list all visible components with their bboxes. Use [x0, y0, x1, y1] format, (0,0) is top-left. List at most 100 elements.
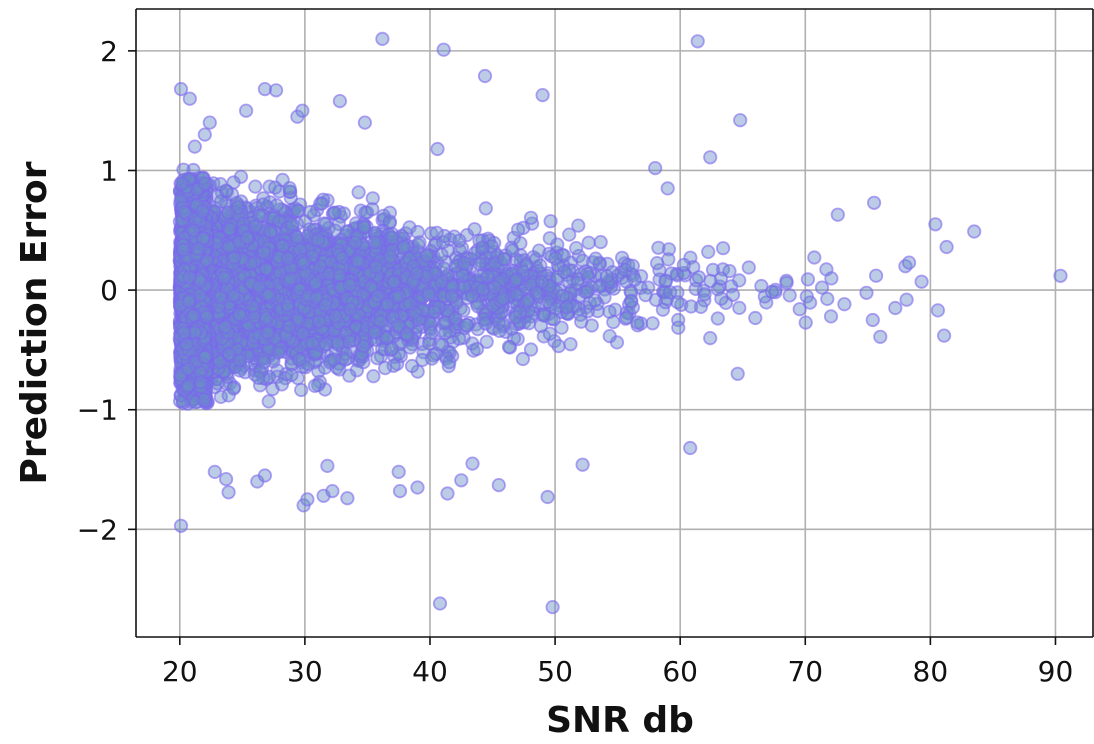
scatter-point: [367, 235, 382, 250]
scatter-point: [382, 214, 397, 229]
scatter-point: [575, 253, 590, 268]
scatter-point: [715, 241, 731, 256]
scatter-point: [703, 330, 718, 346]
scatter-point: [523, 342, 539, 357]
scatter-point: [434, 247, 449, 262]
scatter-point: [710, 311, 725, 326]
scatter-point: [782, 288, 797, 303]
scatter-point: [332, 362, 347, 377]
scatter-point: [741, 260, 756, 275]
scatter-point: [261, 394, 276, 409]
scatter-point: [501, 339, 517, 354]
scatter-point: [697, 287, 712, 302]
scatter-point: [339, 224, 354, 239]
scatter-point: [732, 300, 747, 315]
scatter-point: [683, 299, 699, 314]
scatter-point: [651, 240, 666, 255]
scatter-point: [671, 320, 686, 335]
scatter-point: [419, 248, 434, 263]
scatter-point: [868, 268, 884, 283]
scatter-point: [543, 214, 558, 229]
scatter-point: [691, 270, 707, 285]
scatter-point: [365, 202, 380, 217]
scatter-point: [555, 288, 571, 303]
scatter-point: [800, 272, 816, 287]
scatter-point: [318, 217, 333, 232]
scatter-point: [557, 264, 572, 280]
scatter-point: [492, 323, 507, 338]
scatter-point: [725, 287, 741, 302]
scatter-point: [581, 235, 596, 250]
scatter-point: [625, 258, 640, 273]
scatter-points: [172, 31, 1068, 615]
scatter-point: [318, 336, 334, 352]
scatter-point: [638, 287, 653, 303]
scatter-point: [658, 274, 673, 289]
scatter-point: [469, 341, 485, 357]
scatter-point: [823, 309, 839, 324]
scatter-point: [294, 382, 309, 398]
scatter-point: [290, 203, 305, 218]
scatter-point: [327, 205, 342, 220]
scatter-point: [251, 370, 266, 385]
scatter-point: [295, 326, 311, 341]
scatter-point: [569, 241, 584, 256]
scatter-point: [630, 315, 645, 330]
scatter-point: [548, 251, 563, 266]
scatter-point: [424, 351, 439, 366]
scatter-point: [732, 273, 747, 288]
scatter-point: [248, 179, 263, 194]
scatter-point: [289, 230, 304, 245]
scatter-point: [714, 291, 729, 306]
scatter-point: [308, 275, 323, 291]
scatter-point: [703, 273, 718, 288]
scatter-point: [574, 314, 589, 329]
scatter-point: [366, 369, 381, 384]
scatter-point: [505, 243, 520, 258]
scatter-point: [814, 280, 830, 295]
scatter-point: [383, 249, 398, 264]
scatter-point: [424, 325, 439, 341]
scatter-point: [434, 274, 449, 290]
scatter-point: [268, 180, 283, 195]
scatter-point: [531, 243, 547, 258]
scatter-point: [599, 269, 615, 284]
scatter-point: [748, 310, 763, 326]
scatter-point: [779, 275, 794, 290]
scatter-point: [515, 351, 531, 367]
scatter-point: [475, 240, 490, 255]
scatter-point: [523, 210, 539, 225]
scatter-point: [824, 271, 839, 286]
scatter-point: [627, 272, 642, 287]
scatter-point: [478, 201, 493, 216]
scatter-point: [798, 315, 813, 330]
scatter-point: [859, 285, 874, 300]
scatter-point: [837, 297, 852, 312]
scatter-point: [701, 244, 716, 259]
scatter-point: [533, 258, 548, 273]
scatter-point: [258, 261, 274, 276]
scatter-point: [521, 316, 537, 331]
scatter-point: [412, 235, 427, 250]
scatter-point: [602, 328, 617, 344]
scatter-point: [478, 316, 493, 331]
scatter-point: [467, 222, 482, 237]
scatter-point: [284, 367, 299, 382]
scatter-point: [562, 227, 577, 242]
scatter-point: [385, 230, 400, 245]
scatter-point: [452, 331, 467, 346]
scatter-point: [820, 291, 835, 306]
scatter-point: [649, 255, 665, 271]
scatter-point: [645, 316, 660, 331]
scatter-point: [542, 231, 557, 246]
scatter-point: [274, 377, 289, 392]
scatter-point: [802, 295, 818, 310]
scatter-point: [542, 326, 558, 341]
scatter-point: [377, 360, 393, 376]
scatter-point: [396, 239, 412, 255]
scatter-point: [510, 222, 526, 237]
scatter-point: [452, 233, 467, 248]
scatter-point: [442, 355, 457, 370]
scatter-point: [676, 257, 691, 273]
